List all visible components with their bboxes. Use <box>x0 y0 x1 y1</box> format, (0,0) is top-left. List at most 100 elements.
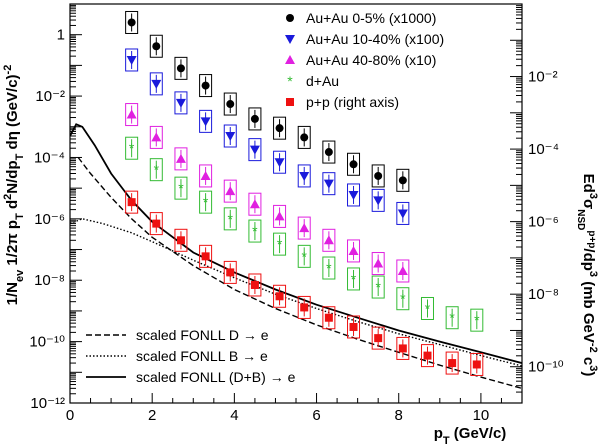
data-points: * * * * * * * * * * * * * * * <box>125 10 484 376</box>
data-point <box>448 359 457 368</box>
data-point <box>323 235 334 245</box>
x-tick-label: 2 <box>148 407 156 424</box>
sys-error-box <box>396 168 410 192</box>
sys-error-box <box>297 164 311 188</box>
y-right-tick-label: 10⁻¹⁰ <box>528 359 564 376</box>
data-point <box>152 219 161 228</box>
legend-label: Au+Au 10-40% (x100) <box>306 31 444 47</box>
legend-label: d+Au <box>306 73 339 89</box>
data-point: * <box>203 194 209 210</box>
sys-error-box <box>199 190 213 214</box>
y-left-tick-label: 10⁻⁸ <box>34 272 65 289</box>
legend-label: Au+Au 40-80% (x10) <box>306 52 436 68</box>
data-point <box>249 145 260 155</box>
data-point <box>226 268 235 277</box>
data-point <box>423 351 432 360</box>
sys-error-box <box>199 74 213 98</box>
sys-error-box <box>174 228 188 252</box>
x-tick-label: 4 <box>230 407 238 424</box>
data-point <box>127 18 136 27</box>
sys-error-box <box>445 306 459 330</box>
data-point <box>300 303 309 312</box>
y-right-tick-label: 10⁻² <box>528 69 558 86</box>
data-point <box>348 190 359 200</box>
sys-error-box <box>371 252 385 276</box>
x-tick-label: 10 <box>473 407 490 424</box>
y-left-tick-label: 10⁻⁶ <box>34 211 65 228</box>
curve-legend: scaled FONLL D → e scaled FONLL B → e scal… <box>86 327 296 385</box>
data-point <box>152 42 161 51</box>
curves <box>70 123 522 390</box>
data-point <box>324 313 333 322</box>
sys-error-box <box>396 201 410 225</box>
series-4 <box>125 190 484 376</box>
series-0 <box>125 10 410 192</box>
data-point <box>274 211 285 221</box>
data-point <box>175 153 186 163</box>
sys-error-box <box>199 109 213 133</box>
data-point <box>175 98 186 108</box>
sys-error-box <box>273 232 287 256</box>
series-1 <box>125 48 410 225</box>
y-axis-left-title: 1/Nev 1/2π pT d2N/dpT dη (GeV/c)-2 <box>2 65 26 306</box>
sys-error-box <box>322 140 336 164</box>
sys-error-box <box>470 308 484 332</box>
sys-error-box <box>199 244 213 268</box>
sys-error-box <box>125 136 139 160</box>
data-point: * <box>228 211 234 227</box>
sys-error-box <box>174 176 188 200</box>
data-point <box>250 280 259 289</box>
sys-error-box <box>125 48 139 72</box>
data-point <box>151 132 162 142</box>
data-point: * <box>277 236 283 252</box>
sys-error-box <box>420 296 434 320</box>
data-point: * <box>129 140 135 156</box>
data-point <box>127 198 136 207</box>
legend-marker: * <box>287 73 293 89</box>
sys-error-box <box>347 267 361 291</box>
sys-error-box <box>223 260 237 284</box>
curve-legend-label: scaled FONLL (D+B) → e <box>136 369 296 385</box>
data-point <box>397 209 408 219</box>
y-left-tick-label: 10⁻² <box>35 88 65 105</box>
data-point <box>225 186 236 196</box>
data-point <box>398 344 407 353</box>
legend: Au+Au 0-5% (x1000) Au+Au 10-40% (x100) Au+… <box>285 10 444 110</box>
y-right-tick-label: 10⁻⁸ <box>528 286 559 303</box>
series-2 <box>125 103 410 283</box>
data-point <box>126 55 137 65</box>
data-point <box>226 100 235 109</box>
data-point <box>176 236 185 245</box>
legend-marker <box>285 55 295 64</box>
data-point <box>300 133 309 142</box>
x-tick-label: 0 <box>66 407 74 424</box>
data-point: * <box>178 180 184 196</box>
data-point <box>200 117 211 127</box>
data-point <box>374 334 383 343</box>
sys-error-box <box>371 188 385 212</box>
axes: 0 2 4 6 8 10 1 10⁻² 10⁻⁴ 10⁻⁶ 10⁻⁸ 10⁻¹⁰ 10⁻¹² 10⁻² 10… <box>29 3 564 424</box>
sys-error-box <box>223 207 237 231</box>
data-point <box>176 64 185 73</box>
sys-error-box <box>125 10 139 34</box>
data-point <box>126 109 137 119</box>
data-point <box>472 360 481 369</box>
y-left-tick-label: 10⁻¹⁰ <box>29 334 65 351</box>
sys-error-box <box>248 138 262 162</box>
data-point <box>299 171 310 181</box>
data-point: * <box>425 300 431 316</box>
sys-error-box <box>248 192 262 216</box>
data-point <box>373 258 384 268</box>
curve-solid <box>70 123 522 364</box>
data-point <box>374 171 383 180</box>
y-right-tick-label: 10⁻⁴ <box>528 141 559 158</box>
sys-error-box <box>149 212 163 236</box>
data-point <box>249 199 260 209</box>
data-point: * <box>301 248 307 264</box>
y-right-tick-label: 10⁻⁶ <box>528 214 559 231</box>
sys-error-box <box>297 216 311 240</box>
sys-error-box <box>322 172 336 196</box>
data-point <box>225 132 236 142</box>
sys-error-box <box>248 107 262 131</box>
